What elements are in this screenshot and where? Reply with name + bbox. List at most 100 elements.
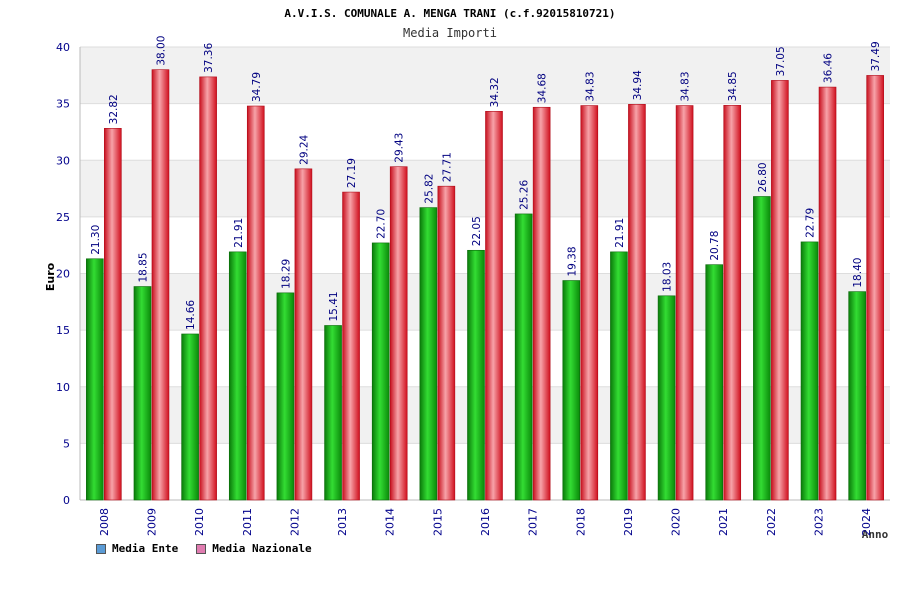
bar-media-ente-2023	[800, 241, 819, 501]
y-axis-label: Euro	[44, 262, 57, 291]
bar-media-nazionale-2017	[532, 106, 551, 501]
legend-swatch-media-nazionale	[196, 543, 207, 554]
data-label: 32.82	[108, 94, 120, 124]
data-label: 22.70	[376, 209, 388, 239]
x-tick-label: 2016	[479, 508, 492, 536]
bar-media-nazionale-2009	[151, 69, 170, 501]
x-tick-label: 2021	[717, 508, 730, 536]
bar-media-ente-2024	[848, 291, 866, 501]
bar-media-nazionale-2023	[818, 86, 837, 501]
bar-media-ente-2019	[610, 251, 628, 501]
chart-title: A.V.I.S. COMUNALE A. MENGA TRANI (c.f.92…	[284, 7, 615, 20]
data-label: 29.24	[298, 134, 310, 164]
bar-media-ente-2020	[657, 295, 676, 501]
data-label: 34.94	[632, 70, 644, 100]
bar-media-ente-2008	[86, 258, 104, 501]
y-tick-label: 25	[56, 211, 70, 224]
x-tick-label: 2023	[813, 508, 826, 536]
data-label: 20.78	[709, 231, 721, 261]
bar-media-ente-2016	[467, 249, 485, 501]
bar-media-ente-2017	[514, 213, 533, 501]
bar-media-nazionale-2014	[389, 166, 408, 501]
bar-media-nazionale-2019	[628, 104, 646, 501]
bar-media-nazionale-2016	[485, 111, 503, 501]
y-tick-label: 20	[56, 268, 70, 281]
y-tick-label: 35	[56, 98, 70, 111]
data-label: 34.83	[584, 71, 596, 101]
x-tick-label: 2024	[860, 508, 873, 536]
bar-media-nazionale-2018	[580, 105, 599, 501]
bar-media-nazionale-2020	[675, 105, 694, 501]
data-label: 22.79	[805, 208, 817, 238]
x-tick-label: 2018	[574, 508, 587, 536]
data-label: 21.91	[614, 218, 626, 248]
bar-media-nazionale-2010	[199, 76, 217, 501]
x-tick-label: 2013	[336, 508, 349, 536]
bar-media-ente-2013	[324, 325, 342, 501]
bar-media-ente-2015	[419, 207, 438, 501]
bar-media-ente-2014	[371, 242, 390, 501]
bar-media-nazionale-2022	[771, 80, 789, 501]
data-label: 27.19	[346, 158, 358, 188]
bar-media-nazionale-2012	[294, 168, 313, 501]
x-tick-label: 2019	[622, 508, 635, 536]
data-label: 22.05	[471, 216, 483, 246]
data-label: 27.71	[441, 152, 453, 182]
bar-media-ente-2012	[276, 292, 295, 501]
x-tick-label: 2020	[670, 508, 683, 536]
data-label: 25.26	[519, 180, 531, 210]
data-label: 18.29	[280, 259, 292, 289]
data-label: 34.83	[680, 71, 692, 101]
data-label: 18.03	[662, 262, 674, 292]
bar-media-ente-2010	[181, 333, 199, 501]
data-label: 37.05	[775, 46, 787, 76]
bar-media-nazionale-2011	[246, 105, 265, 501]
data-label: 34.32	[489, 77, 501, 107]
data-label: 34.68	[537, 73, 549, 103]
x-tick-label: 2015	[431, 508, 444, 536]
data-label: 26.80	[757, 162, 769, 192]
data-label: 34.85	[727, 71, 739, 101]
bar-media-ente-2011	[228, 251, 247, 501]
data-label: 19.38	[566, 246, 578, 276]
data-label: 18.85	[137, 252, 149, 282]
legend-item-media-nazionale: Media Nazionale	[196, 542, 312, 555]
data-label: 38.00	[155, 36, 167, 66]
bar-media-nazionale-2024	[866, 75, 884, 501]
data-label: 36.46	[823, 53, 835, 83]
y-tick-label: 0	[63, 494, 70, 507]
legend-item-media-ente: Media Ente	[96, 542, 178, 555]
bar-media-ente-2021	[705, 264, 724, 501]
data-label: 25.82	[423, 174, 435, 204]
legend-label-media-ente: Media Ente	[112, 542, 179, 555]
data-label: 21.30	[90, 225, 102, 255]
legend-label-media-nazionale: Media Nazionale	[212, 542, 312, 555]
y-tick-label: 10	[56, 381, 70, 394]
x-tick-label: 2009	[145, 508, 158, 536]
x-axis-label: Anno	[862, 528, 889, 541]
bar-media-nazionale-2008	[104, 128, 122, 501]
data-label: 37.36	[203, 43, 215, 73]
bar-media-nazionale-2021	[723, 105, 742, 501]
x-tick-label: 2011	[241, 508, 254, 536]
data-label: 37.49	[870, 41, 882, 71]
bar-media-ente-2022	[753, 196, 771, 501]
legend-swatch-media-ente	[96, 543, 106, 554]
y-tick-label: 40	[56, 41, 70, 54]
y-tick-label: 30	[56, 154, 70, 167]
x-tick-label: 2014	[384, 508, 397, 536]
legend: Media Ente Media Nazionale	[96, 542, 312, 555]
data-label: 34.79	[251, 72, 263, 102]
y-tick-label: 5	[63, 437, 70, 450]
bar-media-ente-2009	[133, 286, 152, 501]
chart-subtitle: Media Importi	[403, 26, 497, 40]
bar-media-nazionale-2013	[342, 191, 360, 501]
data-label: 18.40	[852, 258, 864, 288]
bar-media-ente-2018	[562, 280, 581, 501]
x-tick-label: 2012	[288, 508, 301, 536]
y-tick-label: 15	[56, 324, 70, 337]
x-tick-label: 2010	[193, 508, 206, 536]
x-tick-label: 2017	[527, 508, 540, 536]
x-tick-label: 2022	[765, 508, 778, 536]
